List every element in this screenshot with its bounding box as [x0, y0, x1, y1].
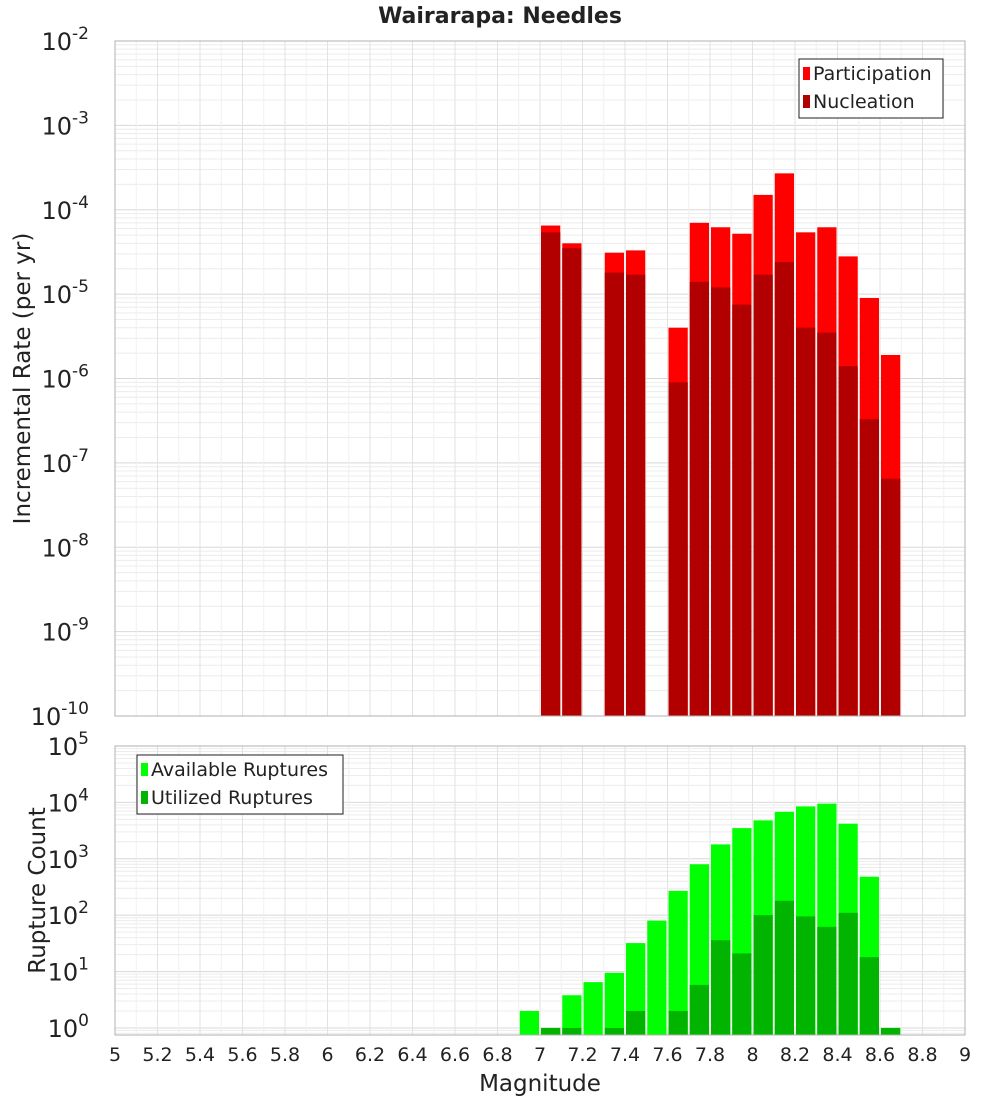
- bar: [753, 915, 773, 1035]
- x-tick-label: 8.8: [907, 1044, 937, 1066]
- x-tick-label: 7: [534, 1044, 546, 1066]
- bar: [732, 304, 752, 716]
- x-tick-label: 5.6: [227, 1044, 257, 1066]
- legend-box: [136, 754, 344, 815]
- y-axis-title: Incremental Rate (per yr): [10, 233, 36, 525]
- legend-swatch: [803, 95, 810, 108]
- y-axis-title: Rupture Count: [25, 807, 51, 973]
- x-tick-label: 6.8: [482, 1044, 512, 1066]
- x-tick-label: 7.4: [610, 1044, 640, 1066]
- y-tick-label: 103: [48, 842, 89, 874]
- legend-swatch: [141, 763, 148, 776]
- bar: [604, 272, 624, 716]
- bar: [859, 419, 879, 716]
- bar: [668, 890, 688, 1035]
- x-tick-label: 8.2: [780, 1044, 810, 1066]
- bar: [519, 1010, 539, 1035]
- x-tick-label: 7.6: [652, 1044, 682, 1066]
- y-tick-label: 100: [48, 1011, 89, 1043]
- x-tick-label: 8.4: [822, 1044, 852, 1066]
- bar: [711, 287, 731, 716]
- x-tick-label: 6.2: [355, 1044, 385, 1066]
- bar: [668, 382, 688, 716]
- bar: [859, 957, 879, 1035]
- bar: [732, 953, 752, 1035]
- legend-box: [798, 58, 944, 119]
- y-tick-label: 10-3: [42, 108, 90, 140]
- bar: [562, 248, 582, 717]
- y-tick-label: 104: [48, 785, 89, 817]
- grid-lines: [114, 40, 966, 717]
- x-tick-label: 7.8: [695, 1044, 725, 1066]
- bar: [562, 1027, 582, 1035]
- bar: [817, 926, 837, 1035]
- x-tick-label: 5.4: [185, 1044, 215, 1066]
- x-tick-label: 5.8: [270, 1044, 300, 1066]
- x-tick-labels: 5 5.2 5.4 5.6 5.8 6 6.2 6.4 6.6 6.8 7 7.2 7.4 7.6 7.8 8…: [109, 1044, 971, 1066]
- bar: [881, 1027, 901, 1035]
- bar: [881, 478, 901, 716]
- x-tick-label: 8.6: [865, 1044, 895, 1066]
- x-tick-label: 5.2: [142, 1044, 172, 1066]
- bar: [689, 984, 709, 1035]
- bar: [583, 982, 603, 1035]
- y-tick-label: 105: [48, 729, 89, 761]
- x-tick-label: 7.2: [567, 1044, 597, 1066]
- y-tick-label: 10-5: [42, 277, 90, 309]
- x-tick-label: 8: [746, 1044, 758, 1066]
- chart-title: Wairarapa: Needles: [378, 4, 622, 29]
- legend-label: Utilized Ruptures: [151, 787, 313, 809]
- bar: [626, 274, 646, 716]
- bar: [774, 262, 794, 716]
- bar: [689, 281, 709, 716]
- x-axis-title: Magnitude: [479, 1071, 601, 1097]
- legend-label: Participation: [813, 63, 932, 85]
- bar: [774, 900, 794, 1035]
- y-tick-label: 10-6: [42, 362, 90, 394]
- legend: Participation Nucleation: [798, 58, 944, 119]
- bar: [711, 940, 731, 1035]
- bar: [604, 972, 624, 1035]
- bar: [562, 995, 582, 1035]
- bar: [838, 366, 858, 716]
- plot-border: [114, 745, 966, 1036]
- y-tick-label: 101: [48, 955, 89, 987]
- x-tick-label: 6.6: [440, 1044, 470, 1066]
- series-utilized-ruptures: [541, 900, 901, 1035]
- bar: [753, 274, 773, 716]
- y-tick-label: 10-4: [42, 193, 90, 225]
- legend-swatch: [141, 791, 148, 804]
- plot-border: [114, 40, 966, 717]
- bar: [604, 1027, 624, 1035]
- legend-label: Nucleation: [813, 91, 915, 113]
- count-panel: 100 101 102 103 104 105 Rupture Count 5 5.2 5.4 5.…: [25, 729, 971, 1097]
- y-tick-label: 10-9: [42, 615, 90, 647]
- rate-panel: 10-10 10-9 10-8 10-7 10-6 10-5 10-4 10-3 10-2 Inc…: [10, 24, 966, 731]
- legend-label: Available Ruptures: [151, 759, 328, 781]
- bar: [796, 327, 816, 716]
- y-tick-label: 10-7: [42, 446, 90, 478]
- x-tick-label: 5: [109, 1044, 121, 1066]
- series-nucleation: [541, 232, 901, 717]
- y-tick-label: 10-10: [31, 699, 89, 731]
- y-tick-labels: 100 101 102 103 104 105: [48, 729, 89, 1043]
- legend: Available Ruptures Utilized Ruptures: [136, 754, 344, 815]
- y-tick-label: 102: [48, 898, 89, 930]
- bar: [817, 332, 837, 716]
- bar: [838, 912, 858, 1035]
- legend-swatch: [803, 67, 810, 80]
- y-tick-label: 10-2: [42, 24, 90, 56]
- x-tick-label: 6.4: [397, 1044, 427, 1066]
- bar: [541, 232, 561, 716]
- bar: [626, 1010, 646, 1035]
- x-tick-label: 6: [321, 1044, 333, 1066]
- bar: [647, 920, 667, 1035]
- bar: [796, 916, 816, 1035]
- bar: [541, 1027, 561, 1035]
- y-tick-labels: 10-10 10-9 10-8 10-7 10-6 10-5 10-4 10-3 10-2: [31, 24, 89, 731]
- x-tick-label: 9: [959, 1044, 971, 1066]
- bar: [668, 1010, 688, 1035]
- y-tick-label: 10-8: [42, 530, 90, 562]
